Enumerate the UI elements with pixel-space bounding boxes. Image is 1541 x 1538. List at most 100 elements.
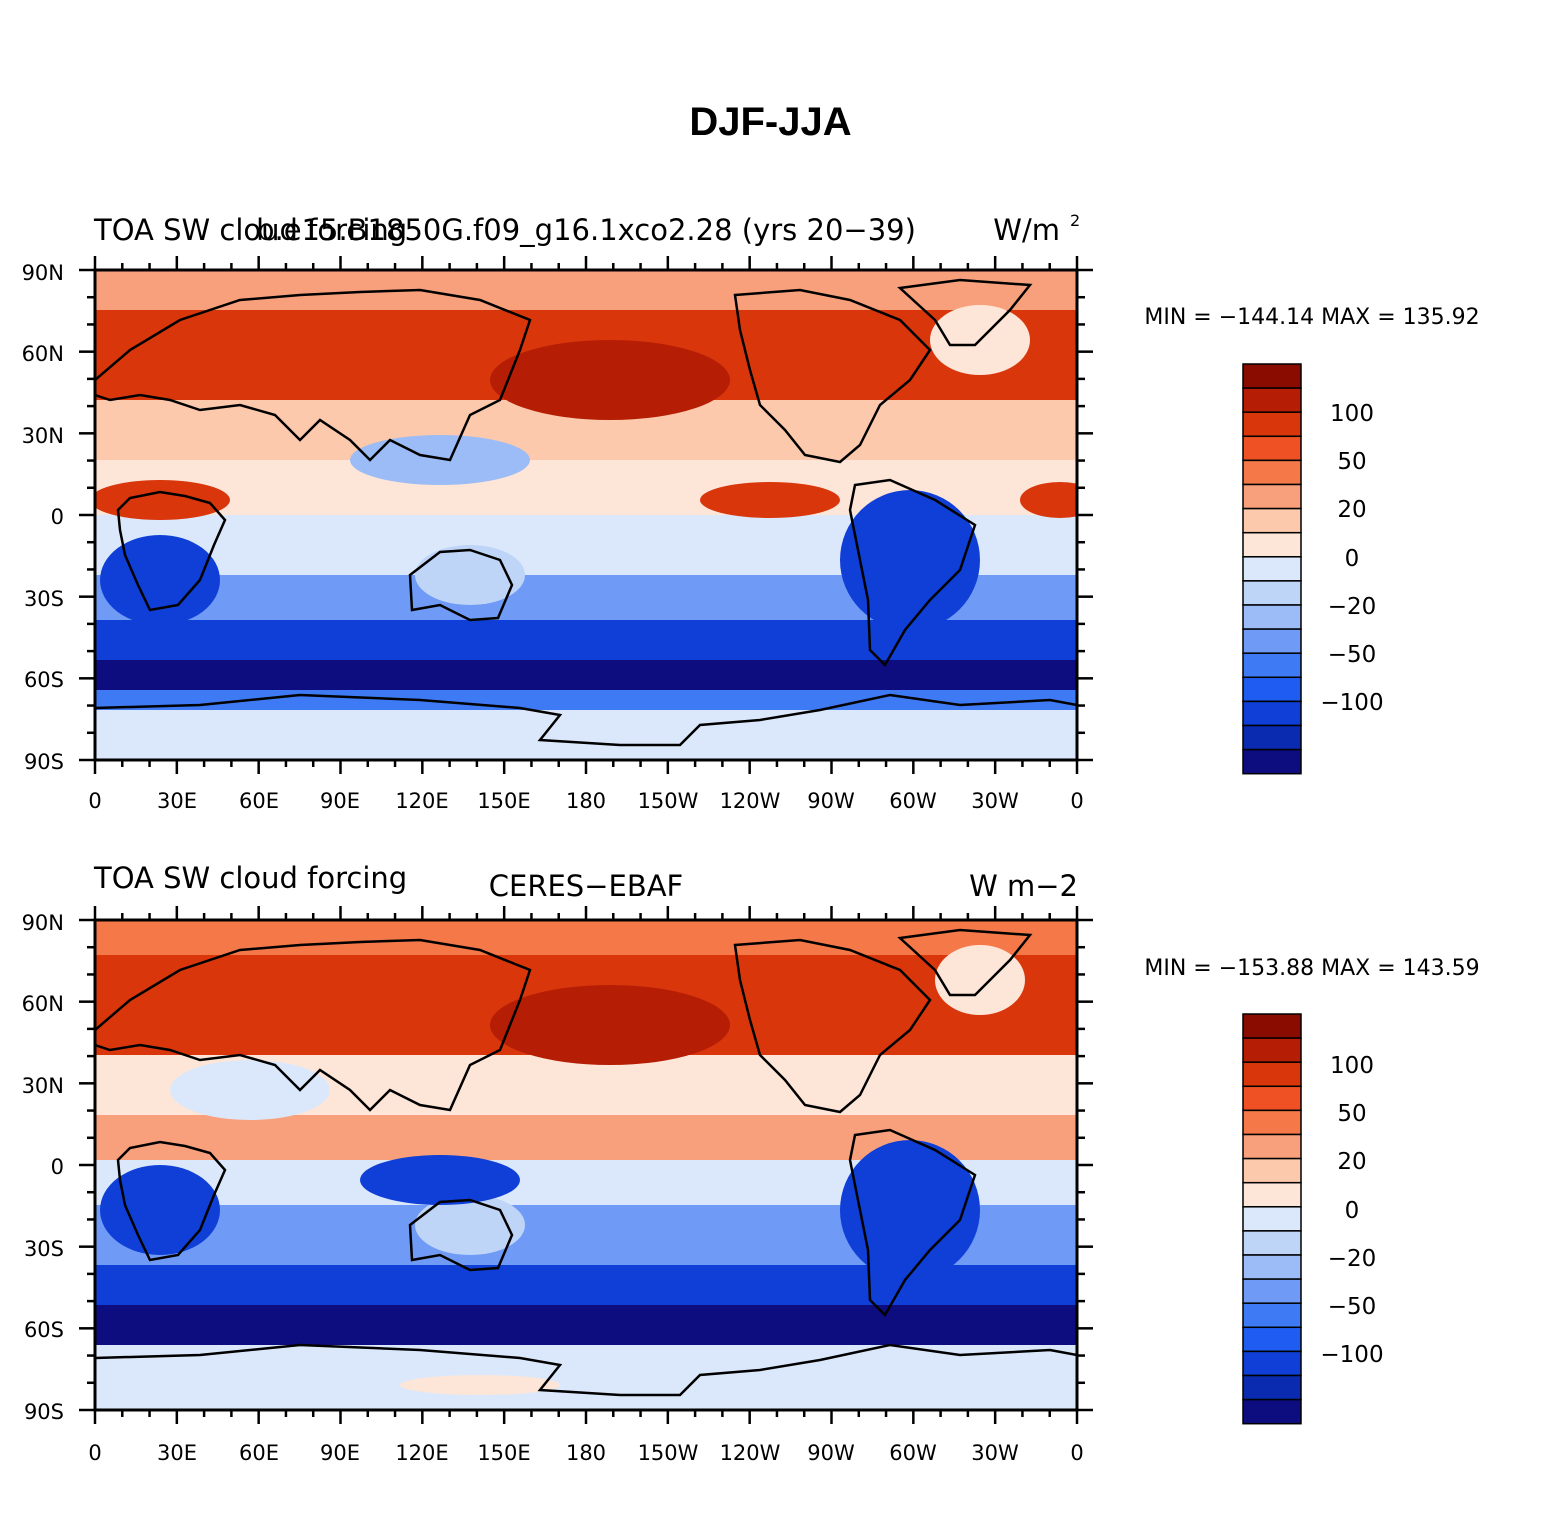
colorbar-swatch xyxy=(1242,1326,1302,1353)
coastline-africa xyxy=(116,1140,227,1262)
colorbar-swatch xyxy=(1242,676,1302,703)
x-tick-label: 150E xyxy=(477,789,530,813)
map-panel-svg: TOA SW cloud forcing CERES−EBAF W m−2 xyxy=(22,861,1480,1465)
panel-center-label: CERES−EBAF xyxy=(489,869,684,903)
x-tick-label: 0 xyxy=(88,1441,101,1465)
y-tick-label: 90N xyxy=(22,911,64,935)
colorbar-label: 0 xyxy=(1345,546,1360,572)
field-blob-west-pacific xyxy=(350,435,530,485)
x-tick-label: 0 xyxy=(88,789,101,813)
map-field xyxy=(95,920,1077,1410)
coastline-north-america xyxy=(733,288,932,464)
coastline-eurasia xyxy=(95,288,532,462)
coastline-africa xyxy=(116,490,227,612)
colorbar-swatch xyxy=(1242,604,1302,630)
y-tick-label: 0 xyxy=(51,505,64,529)
coastline-south-america xyxy=(848,478,977,668)
panel-left-label: TOA SW cloud forcing xyxy=(93,861,407,895)
x-tick-label: 30E xyxy=(157,789,197,813)
field-blob-east-pacific-itcz xyxy=(700,482,840,518)
colorbar-swatch xyxy=(1242,556,1302,582)
field-blob-sahel xyxy=(95,480,230,520)
field-blob-south-america xyxy=(840,1140,980,1280)
y-tick-label: 30S xyxy=(24,1237,64,1261)
colorbar-label: 100 xyxy=(1330,401,1374,427)
x-tick-label: 30W xyxy=(971,789,1019,813)
colorbar-swatch xyxy=(1242,387,1302,413)
field-band-antarctica xyxy=(95,1345,1077,1410)
colorbar-swatch xyxy=(1242,1181,1302,1208)
colorbar xyxy=(1242,363,1302,775)
colorbar-swatch xyxy=(1242,1278,1302,1304)
colorbar-swatch xyxy=(1242,483,1302,510)
x-tick-label: 120W xyxy=(720,789,781,813)
panel-center-label: b.e15.B1850G.f09_g16.1xco2.28 (yrs 20−39… xyxy=(256,213,916,247)
coastline-greenland xyxy=(897,278,1033,347)
colorbar-label: 20 xyxy=(1337,1149,1366,1175)
coastline-eurasia xyxy=(95,938,532,1112)
x-tick-label: 60E xyxy=(239,789,279,813)
colorbar-swatch xyxy=(1242,1398,1302,1425)
colorbar-swatch xyxy=(1242,435,1302,462)
field-band-storm-track xyxy=(95,660,1077,690)
x-tick-label: 120E xyxy=(395,789,448,813)
colorbar-swatch xyxy=(1242,1230,1302,1256)
x-tick-label: 180 xyxy=(566,789,606,813)
y-tick-label: 0 xyxy=(51,1155,64,1179)
map-panel-model: TOA SW cloud forcing b.e15.B1850G.f09_g1… xyxy=(0,200,1541,850)
colorbar-label: 20 xyxy=(1337,497,1366,523)
y-tick-labels: 90N 60N 30N 0 30S 60S 90S xyxy=(22,911,64,1424)
colorbar-swatch xyxy=(1242,1109,1302,1136)
y-tick-label: 60N xyxy=(22,992,64,1016)
field-blob-sahara xyxy=(170,1060,330,1120)
x-tick-label: 60E xyxy=(239,1441,279,1465)
y-tick-label: 90N xyxy=(22,261,64,285)
x-tick-label: 30W xyxy=(971,1441,1019,1465)
colorbar-labels: 100 50 20 0 −20 −50 −100 xyxy=(1320,401,1383,716)
colorbar-swatch xyxy=(1242,652,1302,679)
colorbar-swatch xyxy=(1242,507,1302,534)
panel-units-superscript: 2 xyxy=(1070,211,1080,230)
field-band-storm-track xyxy=(95,1305,1077,1345)
x-tick-label: 150W xyxy=(638,1441,699,1465)
coastline-antarctica xyxy=(95,1343,1077,1397)
field-blob-south-africa xyxy=(100,535,220,625)
colorbar-swatch xyxy=(1242,1374,1302,1401)
x-tick-label: 0 xyxy=(1070,789,1083,813)
y-tick-label: 60S xyxy=(24,1318,64,1342)
field-blob-south-america xyxy=(840,490,980,630)
colorbar-swatch xyxy=(1242,1350,1302,1377)
colorbar-label: 50 xyxy=(1337,449,1366,475)
x-tick-label: 120W xyxy=(720,1441,781,1465)
y-tick-label: 30N xyxy=(22,1074,64,1098)
field-blob-atlantic-itcz xyxy=(1020,482,1077,518)
x-tick-label: 150W xyxy=(638,789,699,813)
colorbar-swatch xyxy=(1242,1085,1302,1112)
colorbar-swatch xyxy=(1242,363,1302,389)
colorbar-swatch xyxy=(1242,1157,1302,1184)
colorbar-label: −100 xyxy=(1320,1342,1383,1368)
panel-left-label: TOA SW cloud forcing xyxy=(93,213,407,247)
field-blob-north-pacific xyxy=(490,985,730,1065)
y-tick-label: 30N xyxy=(22,424,64,448)
y-tick-labels: 90N 60N 30N 0 30S 60S 90S xyxy=(22,261,64,774)
y-tick-label: 30S xyxy=(24,587,64,611)
colorbar-swatch xyxy=(1242,748,1302,775)
x-tick-label: 60W xyxy=(889,1441,937,1465)
coastlines xyxy=(95,278,1077,747)
y-tick-label: 60N xyxy=(22,342,64,366)
coastline-south-america xyxy=(848,1128,977,1318)
colorbar-label: −50 xyxy=(1328,1294,1377,1320)
x-tick-labels: 0 30E 60E 90E 120E 150E 180 150W 120W 90… xyxy=(88,789,1083,813)
coastline-australia xyxy=(408,548,514,622)
min-max-stats: MIN = −153.88 MAX = 143.59 xyxy=(1144,956,1479,981)
x-tick-label: 60W xyxy=(889,789,937,813)
colorbar-swatch xyxy=(1242,700,1302,727)
map-panel-observations: TOA SW cloud forcing CERES−EBAF W m−2 xyxy=(0,850,1541,1500)
field-blob-greenland xyxy=(935,945,1025,1015)
x-tick-label: 0 xyxy=(1070,1441,1083,1465)
coastline-antarctica xyxy=(95,693,1077,747)
colorbar-swatch xyxy=(1242,411,1302,438)
x-tick-label: 90W xyxy=(807,1441,855,1465)
colorbar-label: −20 xyxy=(1328,594,1377,620)
